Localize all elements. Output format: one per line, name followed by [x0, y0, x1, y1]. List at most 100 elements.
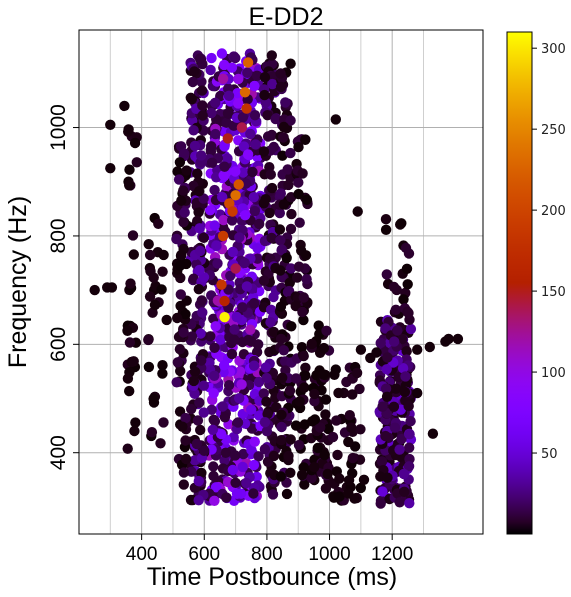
- data-point: [293, 439, 305, 451]
- data-point: [404, 429, 415, 440]
- data-point: [206, 107, 217, 119]
- data-point: [209, 495, 220, 506]
- data-point: [347, 452, 358, 464]
- data-point: [209, 220, 220, 231]
- data-point: [196, 295, 207, 306]
- data-point: [249, 436, 260, 447]
- data-point: [131, 157, 142, 168]
- data-point: [301, 194, 313, 205]
- data-point: [298, 292, 309, 303]
- data-point: [175, 300, 186, 312]
- data-point: [286, 208, 297, 220]
- data-point: [241, 281, 253, 292]
- data-point: [232, 417, 244, 428]
- data-point: [381, 364, 392, 375]
- data-point: [209, 370, 220, 381]
- data-point: [212, 258, 223, 269]
- data-point: [233, 73, 244, 85]
- data-point: [375, 498, 386, 509]
- data-point: [262, 131, 274, 142]
- data-point: [178, 148, 190, 159]
- data-point: [261, 396, 272, 407]
- data-point: [194, 264, 205, 276]
- plot-frame: [78, 29, 484, 535]
- data-point: [119, 100, 130, 112]
- data-point: [412, 344, 423, 355]
- data-point: [222, 108, 234, 119]
- data-point: [377, 401, 388, 412]
- data-point: [285, 263, 297, 274]
- data-point: [245, 324, 256, 335]
- data-point: [194, 223, 205, 234]
- data-point: [276, 421, 287, 433]
- data-point: [188, 125, 199, 136]
- data-point: [452, 333, 464, 345]
- data-point: [249, 80, 260, 92]
- data-point: [259, 417, 271, 428]
- data-point: [405, 323, 417, 335]
- data-point: [238, 141, 250, 152]
- data-point: [251, 70, 263, 82]
- data-point: [146, 427, 158, 438]
- data-point: [127, 230, 139, 241]
- data-point: [130, 417, 141, 428]
- data-point: [222, 476, 234, 488]
- data-point: [247, 166, 258, 178]
- data-point-highlight: [222, 133, 233, 144]
- data-point: [388, 401, 400, 412]
- data-point: [355, 344, 367, 355]
- data-point-highlight: [219, 312, 230, 323]
- data-point: [206, 157, 218, 168]
- data-point: [258, 146, 270, 157]
- data-point: [186, 331, 198, 342]
- data-point: [401, 263, 413, 274]
- data-point: [275, 435, 287, 446]
- data-point: [346, 422, 357, 433]
- data-point: [322, 468, 333, 480]
- data-point: [265, 317, 276, 328]
- data-point: [124, 180, 135, 191]
- data-point: [315, 422, 326, 433]
- data-point: [275, 81, 287, 93]
- data-point: [122, 325, 133, 336]
- data-point: [176, 249, 187, 261]
- data-point: [180, 453, 192, 465]
- data-point: [275, 235, 286, 246]
- data-point: [375, 337, 386, 349]
- data-point: [262, 408, 273, 420]
- data-point: [193, 495, 204, 506]
- data-point: [397, 363, 409, 374]
- data-point: [343, 488, 354, 499]
- data-point: [242, 149, 254, 160]
- data-point: [267, 489, 279, 500]
- data-point: [129, 137, 141, 149]
- data-point: [331, 415, 342, 426]
- data-point: [193, 475, 204, 487]
- data-point: [186, 94, 197, 105]
- data-point: [248, 298, 260, 309]
- data-point: [219, 161, 230, 172]
- data-point: [320, 394, 332, 405]
- data-point: [188, 273, 199, 284]
- data-point: [301, 274, 312, 285]
- data-point: [178, 467, 190, 478]
- data-point: [205, 205, 216, 216]
- data-point: [227, 246, 238, 258]
- x-tick-label: 1000: [308, 544, 350, 565]
- data-point: [403, 461, 415, 472]
- data-point: [143, 334, 154, 346]
- colorbar-tick-label: 50: [541, 447, 558, 462]
- data-point: [249, 110, 261, 121]
- data-point: [404, 442, 415, 453]
- colorbar-scale: [506, 31, 533, 535]
- data-point: [281, 488, 293, 500]
- data-point: [198, 407, 209, 418]
- data-point: [274, 207, 285, 219]
- plot-area: 400 600 800 1000 1200 400 600 800 1000: [47, 29, 484, 565]
- data-point: [129, 425, 140, 437]
- data-point: [194, 397, 205, 408]
- data-point: [206, 404, 217, 415]
- data-point: [285, 147, 296, 159]
- data-point: [246, 404, 257, 415]
